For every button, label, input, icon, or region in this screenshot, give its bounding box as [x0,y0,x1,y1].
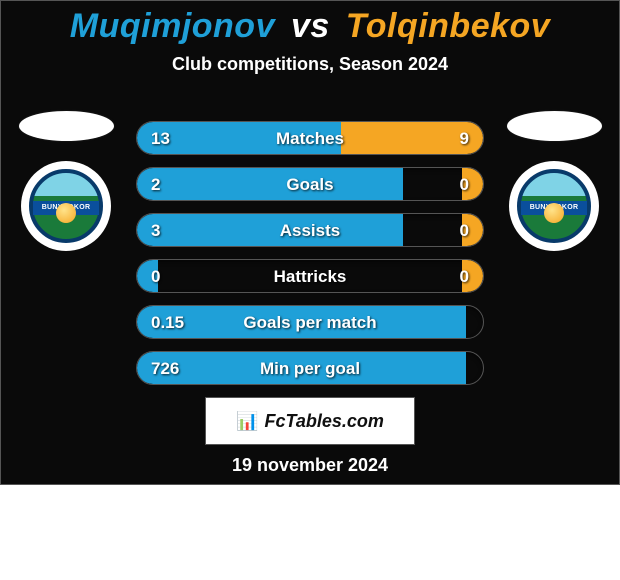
stat-row: 0.15Goals per match [136,305,484,339]
stat-row: 139Matches [136,121,484,155]
player2-column: BUNYODKOR [499,111,609,251]
player1-name: Muqimjonov [70,7,275,45]
player1-column: BUNYODKOR [11,111,121,251]
player1-club-crest-icon: BUNYODKOR [21,161,111,251]
stat-label: Hattricks [137,260,483,293]
stat-label: Assists [137,214,483,247]
vs-text: vs [291,7,330,45]
subtitle: Club competitions, Season 2024 [1,54,619,75]
player2-club-crest-icon: BUNYODKOR [509,161,599,251]
stat-label: Min per goal [137,352,483,385]
stat-label: Goals [137,168,483,201]
page-title: Muqimjonov vs Tolqinbekov [1,1,619,46]
brand-link[interactable]: 📊 FcTables.com [205,397,415,445]
crest-ball-icon [56,203,76,223]
stat-label: Matches [137,122,483,155]
player2-name: Tolqinbekov [346,7,550,45]
stats-bars: 139Matches 20Goals 30Assists 00Hattricks 0.1… [136,121,484,397]
crest-ball-icon [544,203,564,223]
date-text: 19 november 2024 [1,455,619,476]
stat-row: 00Hattricks [136,259,484,293]
chart-icon: 📊 [236,411,258,432]
stat-row: 726Min per goal [136,351,484,385]
player1-flag-icon [19,111,114,141]
brand-text: FcTables.com [265,411,384,432]
comparison-card: Muqimjonov vs Tolqinbekov Club competiti… [0,0,620,485]
stat-label: Goals per match [137,306,483,339]
player2-flag-icon [507,111,602,141]
stat-row: 30Assists [136,213,484,247]
stat-row: 20Goals [136,167,484,201]
